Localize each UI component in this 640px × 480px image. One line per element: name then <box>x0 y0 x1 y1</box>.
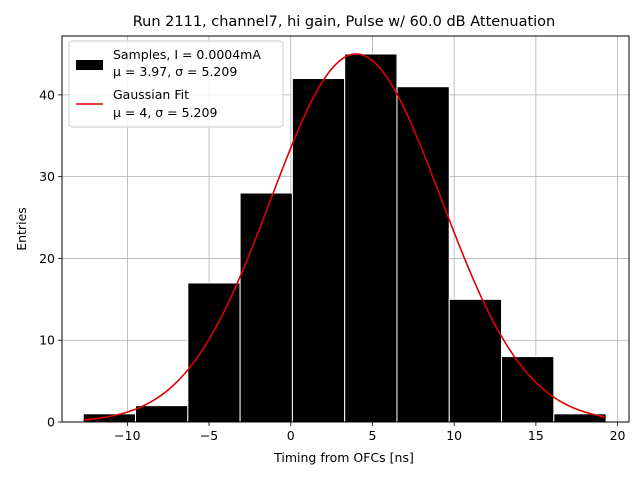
histogram-bar <box>187 282 241 423</box>
gaussian-fit-curve <box>83 53 607 421</box>
legend-label-fit-line2: μ = 4, σ = 5.209 <box>113 105 217 120</box>
y-axis-ticks: 0 10 20 30 40 <box>39 87 62 430</box>
histogram-bar <box>501 356 555 423</box>
legend-label-samples-line1: Samples, I = 0.0004mA <box>113 47 261 62</box>
y-tick-label: 30 <box>39 169 55 184</box>
y-tick-label: 40 <box>39 87 55 102</box>
x-tick-label: 20 <box>610 428 626 443</box>
histogram-bars <box>82 53 607 423</box>
y-tick-label: 0 <box>47 415 55 430</box>
x-tick-label: −10 <box>114 428 140 443</box>
histogram-bar <box>291 78 346 423</box>
plot-area <box>61 35 630 423</box>
legend: Samples, I = 0.0004mA μ = 3.97, σ = 5.20… <box>68 40 284 128</box>
y-tick-label: 10 <box>39 333 55 348</box>
legend-box <box>68 40 284 128</box>
histogram-bar <box>448 298 503 423</box>
x-axis-ticks: −10 −5 0 5 10 15 20 <box>114 422 626 443</box>
x-tick-label: 0 <box>287 428 295 443</box>
chart-title: Run 2111, channel7, hi gain, Pulse w/ 60… <box>133 14 556 30</box>
histogram-bar <box>396 86 450 423</box>
histogram-bar <box>344 53 398 423</box>
x-axis-label: Timing from OFCs [ns] <box>273 450 414 465</box>
x-tick-label: 5 <box>368 428 376 443</box>
legend-label-fit-line1: Gaussian Fit <box>113 87 189 102</box>
plot-frame <box>61 35 630 423</box>
histogram-bar <box>239 192 293 423</box>
legend-swatch-samples <box>76 60 103 70</box>
x-tick-label: 15 <box>528 428 544 443</box>
histogram-bar <box>82 413 137 423</box>
x-tick-label: −5 <box>200 428 218 443</box>
y-axis-label: Entries <box>14 207 29 251</box>
legend-label-samples-line2: μ = 3.97, σ = 5.209 <box>113 64 237 79</box>
x-tick-label: 10 <box>446 428 462 443</box>
histogram-bar <box>135 405 189 423</box>
y-tick-label: 20 <box>39 251 55 266</box>
